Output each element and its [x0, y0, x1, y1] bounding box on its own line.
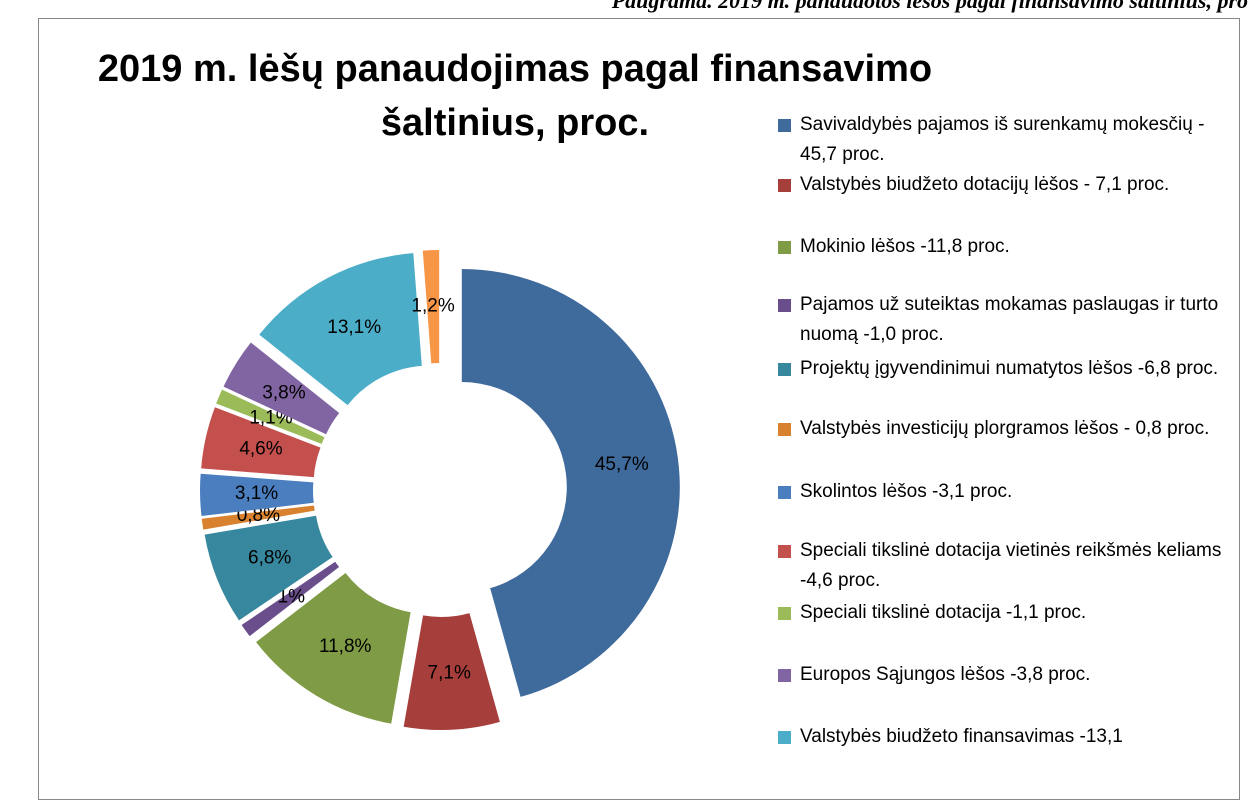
data-label: 45,7% [595, 454, 649, 475]
legend-entry: Speciali tikslinė dotacija vietinės reik… [778, 536, 1228, 596]
slice [422, 250, 440, 364]
legend-entry: Skolintos lėšos -3,1 proc. [778, 477, 1228, 507]
legend-swatch [778, 363, 791, 376]
legend-label: Projektų įgyvendinimui numatytos lėšos -… [800, 358, 1219, 379]
chart-frame [38, 18, 1240, 800]
slice [204, 515, 333, 621]
legend-swatch [778, 669, 791, 682]
slice [403, 613, 500, 730]
legend-entry: Projektų įgyvendinimui numatytos lėšos -… [778, 354, 1228, 384]
data-label: 11,8% [319, 636, 372, 657]
legend-label: Speciali tikslinė dotacija -1,1 proc. [800, 602, 1087, 623]
slice [259, 253, 422, 406]
legend-label: Valstybės biudžeto finansavimas -13,1 [800, 726, 1123, 747]
slice [201, 407, 321, 478]
legend-label: Speciali tikslinė dotacija vietinės reik… [800, 540, 1222, 591]
data-label: 3,8% [262, 382, 305, 403]
data-label: 3,1% [235, 483, 278, 504]
legend-swatch [778, 731, 791, 744]
legend-entry: Savivaldybės pajamos iš surenkamų mokesč… [778, 110, 1228, 170]
legend-swatch [778, 423, 791, 436]
slice [241, 561, 340, 637]
slice [256, 573, 411, 724]
legend-label: Savivaldybės pajamos iš surenkamų mokesč… [800, 114, 1205, 165]
legend-entry: Europos Sąjungos lėšos -3,8 proc. [778, 660, 1228, 690]
legend-label: Valstybės biudžeto dotacijų lėšos - 7,1 … [800, 174, 1170, 195]
legend-label: Skolintos lėšos -3,1 proc. [800, 481, 1013, 502]
data-label: 4,6% [239, 439, 282, 460]
legend-entry: Speciali tikslinė dotacija -1,1 proc. [778, 598, 1228, 628]
data-label: 13,1% [327, 317, 381, 338]
legend-label: Valstybės investicijų plorgramos lėšos -… [800, 418, 1210, 439]
legend-swatch [778, 241, 791, 254]
caption: Paugrama. 2019 m. panaudotos lėšos pagal… [611, 0, 1248, 13]
legend-entry: Valstybės biudžeto dotacijų lėšos - 7,1 … [778, 170, 1228, 200]
legend-label: Europos Sąjungos lėšos -3,8 proc. [800, 664, 1091, 685]
legend-label: Mokinio lėšos -11,8 proc. [800, 236, 1010, 257]
slice [201, 505, 315, 530]
legend-entry: Mokinio lėšos -11,8 proc. [778, 232, 1228, 262]
legend-swatch [778, 607, 791, 620]
legend-swatch [778, 486, 791, 499]
data-label: 6,8% [248, 547, 291, 568]
legend-swatch [778, 545, 791, 558]
chart-title: 2019 m. lėšų panaudojimas pagal finansav… [97, 48, 933, 144]
slice [200, 473, 314, 517]
data-label: 1% [278, 587, 306, 608]
data-label: 7,1% [428, 662, 471, 683]
legend-entry: Pajamos už suteiktas mokamas paslaugas i… [778, 290, 1228, 350]
data-label: 1,2% [411, 296, 454, 317]
legend-entry: Valstybės biudžeto finansavimas -13,1 [778, 722, 1228, 752]
slice [223, 342, 340, 435]
legend-swatch [778, 299, 791, 312]
slice [216, 389, 325, 444]
slice [461, 269, 680, 697]
legend-label: Pajamos už suteiktas mokamas paslaugas i… [800, 294, 1219, 345]
legend-swatch [778, 179, 791, 192]
legend-entry: Valstybės investicijų plorgramos lėšos -… [778, 414, 1228, 444]
legend-swatch [778, 119, 791, 132]
